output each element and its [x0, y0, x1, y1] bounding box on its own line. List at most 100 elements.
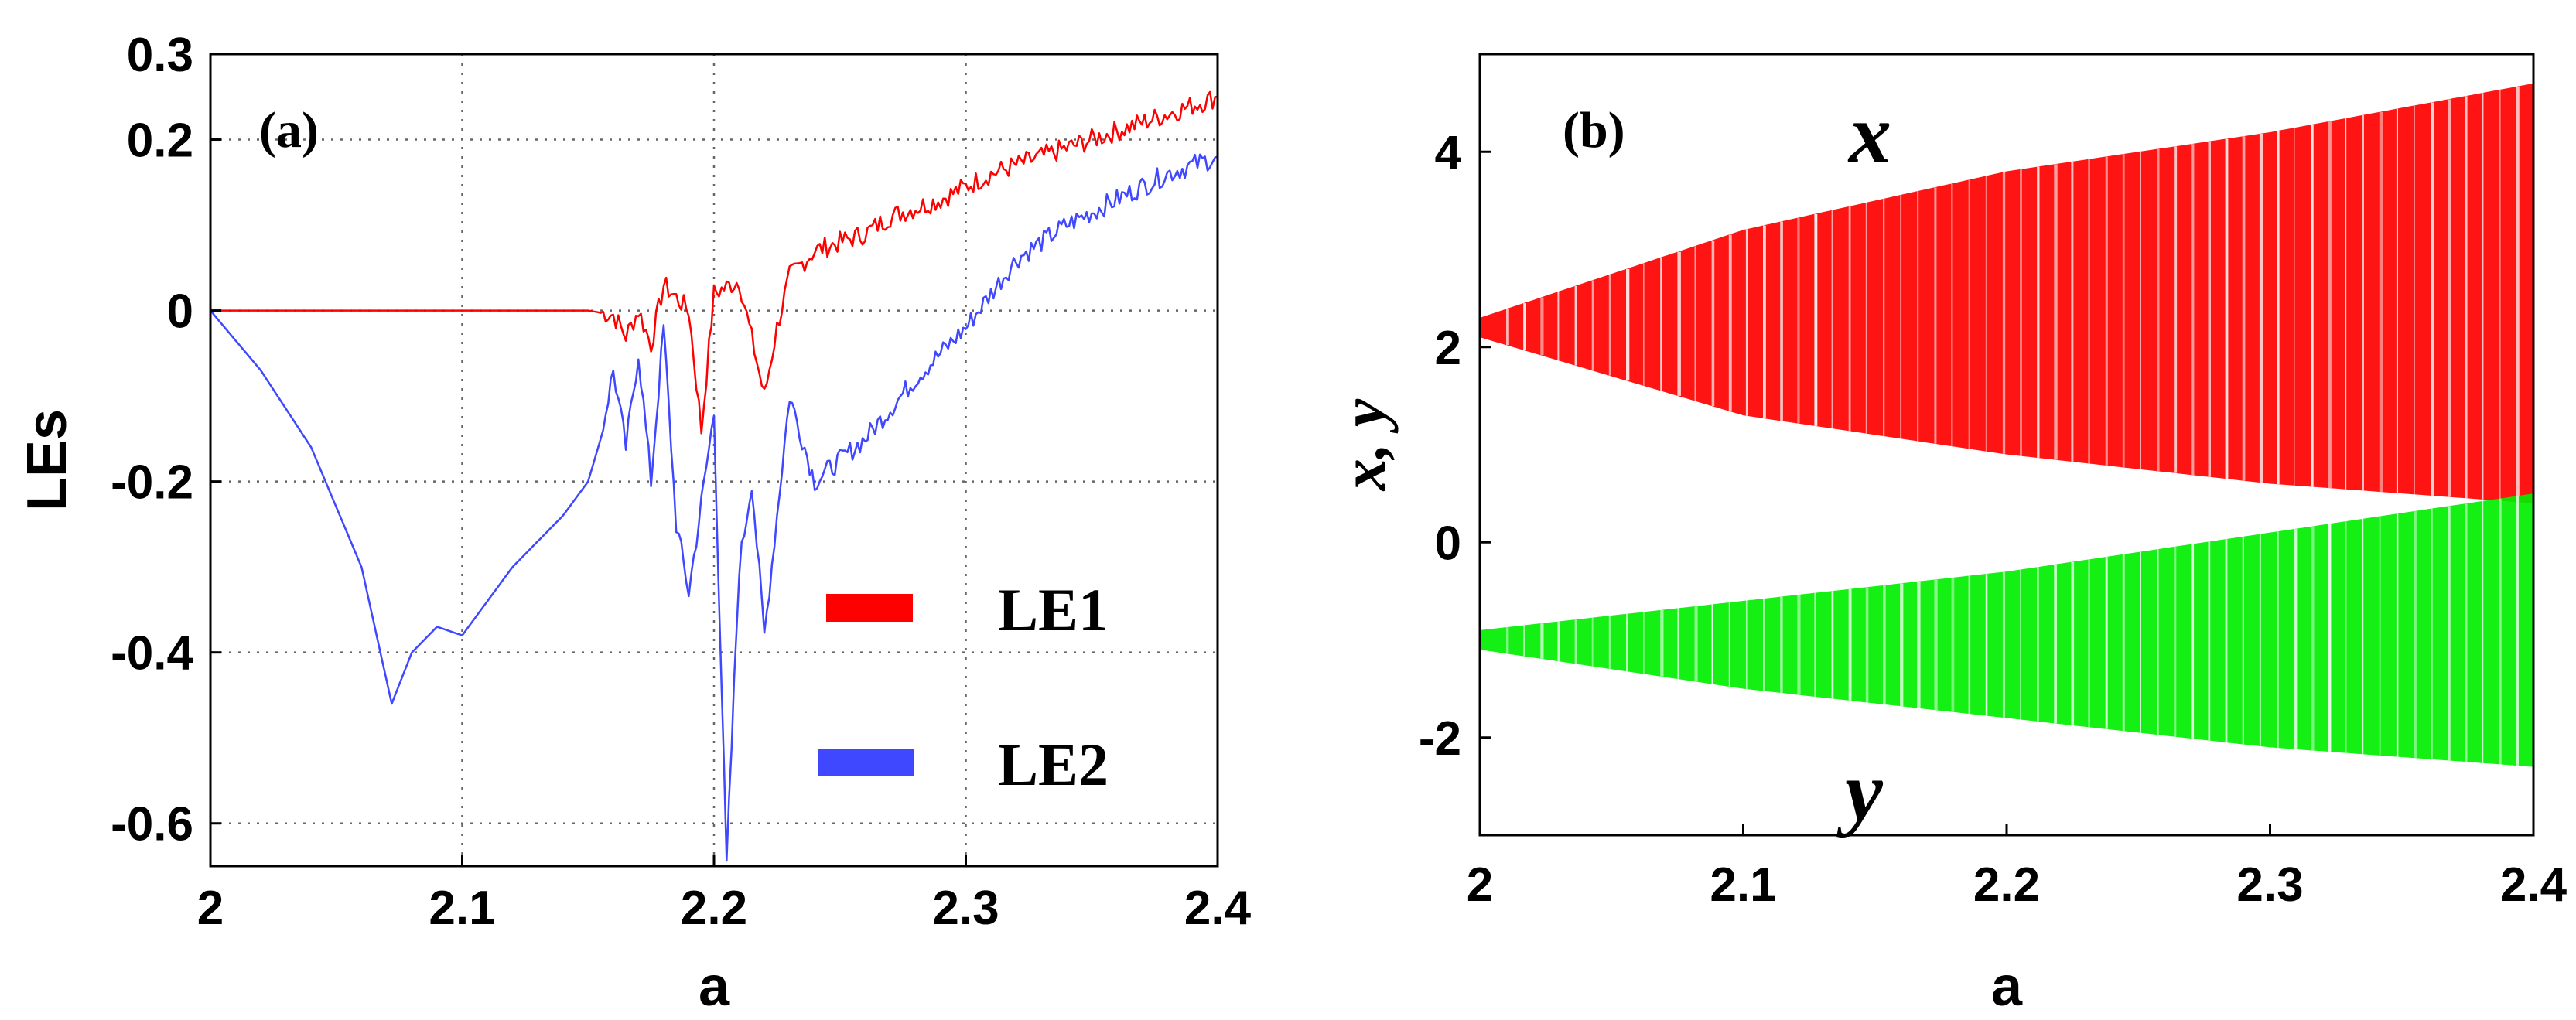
series-x-gap — [2208, 141, 2211, 477]
series-y-gap — [2002, 571, 2006, 718]
series-y-gap — [1728, 602, 1730, 687]
series-x-gap — [2499, 90, 2501, 501]
series-x-gap — [1763, 225, 1766, 418]
panel-b-y-tick-label-2: 0 — [1435, 517, 1461, 570]
series-y-gap — [1677, 608, 1680, 679]
series-x-gap — [1523, 303, 1526, 350]
panel-b-x-tick-label-2: 2.2 — [1973, 858, 2040, 912]
panel-b-x-axis-label: a — [1991, 956, 2023, 1018]
series-y-gap — [1745, 600, 1748, 689]
series-x-gap — [1643, 263, 1645, 386]
series-y-gap — [2020, 569, 2021, 720]
panel-a-x-ticks: 2 2.1 2.2 2.3 2.4 — [197, 855, 1252, 935]
series-y-gap — [1506, 627, 1509, 654]
series-y-gap — [2140, 551, 2141, 733]
panel-a-x-tick-label-0: 2 — [197, 882, 224, 935]
series-x-gap — [1951, 183, 1953, 446]
series-y-gap — [2242, 536, 2244, 745]
series-y-gap — [2345, 521, 2347, 753]
series-y-gap — [1934, 579, 1938, 710]
panel-b-y-tick-label-1: 2 — [1435, 322, 1461, 375]
series-y-gap — [1883, 585, 1886, 704]
series-x-gap — [2157, 148, 2160, 472]
series-x-gap — [1591, 280, 1594, 371]
series-y-gap — [1848, 588, 1852, 701]
series-y-gap — [2414, 511, 2417, 759]
series-y-gap — [2054, 565, 2057, 724]
series-y-gap — [2362, 519, 2364, 755]
series-x-gap — [2448, 99, 2451, 497]
series-y-gap — [1694, 606, 1698, 682]
panel-b-label: (b) — [1563, 102, 1625, 159]
panel-b-x-tick-label-3: 2.3 — [2236, 858, 2303, 912]
panel-a-y-tick-label-0: 0.3 — [127, 29, 193, 82]
series-x-gap — [2225, 138, 2229, 479]
panel-a-x-tick-label-2: 2.2 — [681, 882, 747, 935]
series-x-gap — [1626, 268, 1630, 381]
series-x-gap — [2105, 156, 2108, 466]
series-x-gap — [2174, 146, 2178, 473]
series-x-gap — [1900, 195, 1902, 439]
series-x-gap — [2482, 93, 2484, 500]
panel-a-y-axis-label: LEs — [16, 409, 78, 511]
series-x-gap — [2242, 136, 2246, 481]
series-x-band — [1480, 83, 2533, 503]
panel-b-y-tick-label-0: 4 — [1435, 126, 1462, 179]
series-x-gap — [1814, 213, 1818, 426]
series-x-gap — [2465, 96, 2468, 499]
series-x-gap — [2122, 154, 2125, 468]
series-y-gap — [1763, 599, 1765, 691]
series-y-gap — [2465, 503, 2468, 762]
series-y-gap — [2225, 539, 2228, 742]
series-x-gap — [2379, 111, 2383, 493]
series-x-gap — [1506, 309, 1509, 346]
series-y-gap — [1643, 612, 1645, 674]
series-x-gap — [2311, 125, 2314, 487]
series-y-gap — [2396, 513, 2399, 757]
legend-le2-swatch — [818, 749, 914, 776]
series-x-gap — [1797, 217, 1800, 424]
series-x-gap — [1917, 191, 1919, 442]
series-y-gap — [1591, 617, 1594, 667]
series-x-gap — [2431, 102, 2434, 496]
series-x-gap — [2328, 121, 2332, 488]
series-x-gap — [1985, 176, 1987, 452]
panel-b-y-ticks: 4 2 0 -2 — [1419, 126, 1491, 766]
series-x-gap — [1865, 203, 1867, 434]
series-x-gap — [1660, 258, 1662, 391]
series-y-gap — [2499, 498, 2502, 765]
series-y-gap — [1917, 582, 1921, 708]
panel-a-y-ticks: 0.3 0.2 0 -0.2 -0.4 -0.6 — [111, 29, 221, 851]
series-y-gap — [1780, 596, 1783, 693]
series-y-gap — [1523, 625, 1525, 657]
series-y-gap — [2379, 516, 2381, 756]
series-y-gap — [2157, 549, 2159, 735]
series-le2-line — [210, 153, 1218, 862]
series-y-gap — [2516, 496, 2519, 766]
series-y-gap — [1968, 575, 1971, 714]
panel-a-x-axis-label: a — [699, 956, 730, 1018]
panel-a-series — [210, 90, 1218, 862]
series-x-gap — [2362, 114, 2364, 491]
panel-a-y-tick-label-5: -0.6 — [111, 798, 193, 851]
annotation-x: x — [1847, 87, 1891, 181]
series-y-gap — [2482, 501, 2484, 763]
panel-b-y-tick-label-3: -2 — [1419, 712, 1461, 766]
series-y-gap — [1831, 591, 1834, 699]
panel-a-chart: 2 2.1 2.2 2.3 2.4 0.30.20-0.2-0.4-0.6 (a) a … — [16, 29, 1252, 1018]
series-x-gap — [1711, 240, 1715, 406]
series-y-gap — [1626, 613, 1628, 672]
panel-b-x-tick-label-1: 2.1 — [1710, 858, 1776, 912]
series-y-gap — [2277, 531, 2279, 748]
series-x-gap — [2277, 131, 2280, 485]
series-x-gap — [2088, 159, 2090, 464]
series-y-gap — [1557, 621, 1560, 661]
series-y-gap — [2448, 506, 2451, 761]
series-x-gap — [2037, 166, 2040, 458]
series-y-gap — [1711, 604, 1713, 684]
series-x-gap — [1677, 251, 1681, 396]
panel-a-x-tick-label-3: 2.3 — [932, 882, 999, 935]
series-x-gap — [1728, 234, 1732, 411]
series-x-gap — [2191, 144, 2195, 476]
